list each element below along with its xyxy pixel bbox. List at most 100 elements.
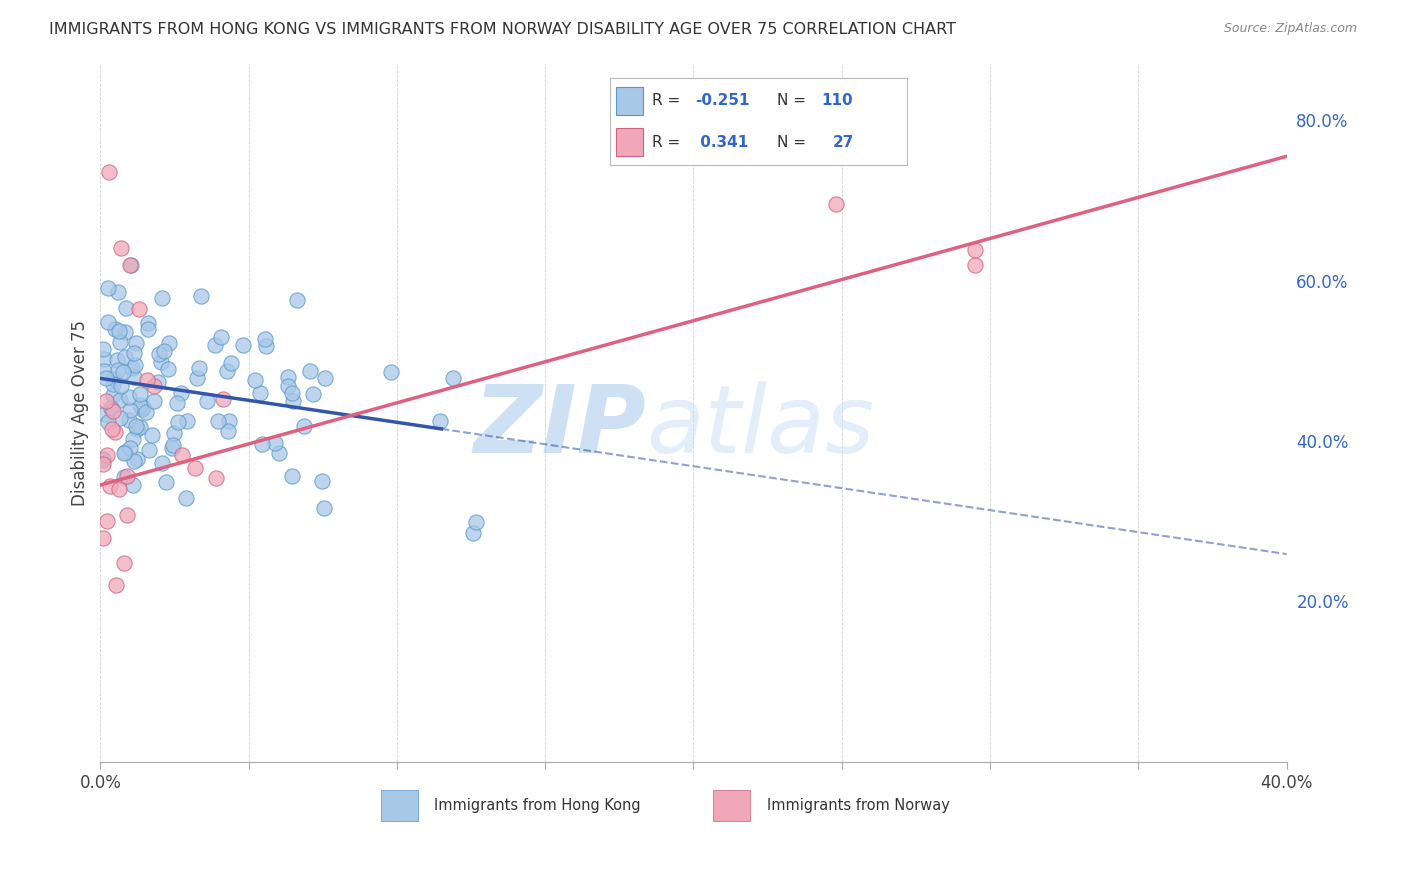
Point — [256, 339, 278, 353]
Point — [136, 373, 159, 387]
Y-axis label: Disability Age Over 75: Disability Age Over 75 — [72, 320, 89, 506]
Point — [245, 373, 267, 387]
Point — [205, 471, 228, 485]
Point — [380, 366, 402, 380]
Point — [127, 422, 149, 436]
Point — [136, 316, 159, 330]
Point — [218, 414, 240, 428]
Point — [128, 420, 150, 434]
Point — [221, 356, 243, 370]
Point — [172, 448, 194, 462]
Point — [122, 346, 145, 360]
Point — [429, 414, 451, 428]
Point — [128, 301, 150, 316]
Point — [104, 322, 127, 336]
Point — [176, 414, 198, 428]
Point — [277, 379, 299, 393]
Point — [121, 433, 143, 447]
Point — [184, 461, 207, 475]
Point — [97, 314, 120, 328]
Point — [91, 451, 114, 466]
Point — [105, 578, 128, 592]
Point — [108, 325, 131, 339]
Point — [103, 372, 125, 386]
Point — [118, 258, 141, 272]
Point — [108, 410, 131, 425]
Point — [107, 285, 129, 299]
Point — [93, 407, 115, 421]
Point — [150, 291, 173, 305]
Point — [176, 491, 198, 505]
Point — [131, 402, 153, 417]
Point — [249, 385, 271, 400]
Point — [98, 165, 121, 179]
Point — [157, 336, 180, 351]
Point — [118, 390, 141, 404]
Point — [112, 470, 135, 484]
Point — [91, 453, 114, 467]
Point — [215, 364, 238, 378]
Point — [100, 401, 122, 415]
Point — [269, 446, 291, 460]
Point — [209, 330, 232, 344]
Text: Source: ZipAtlas.com: Source: ZipAtlas.com — [1223, 22, 1357, 36]
Point — [311, 474, 333, 488]
Point — [107, 363, 129, 377]
Point — [112, 446, 135, 460]
Point — [96, 514, 118, 528]
Point — [121, 360, 143, 375]
Point — [124, 358, 146, 372]
Point — [141, 428, 163, 442]
Point — [312, 501, 335, 516]
Point — [314, 371, 336, 385]
Point — [157, 362, 180, 376]
Point — [461, 526, 484, 541]
Point — [101, 388, 124, 402]
Point — [118, 412, 141, 426]
Point — [281, 385, 304, 400]
Point — [98, 479, 121, 493]
Point — [281, 468, 304, 483]
Point — [217, 424, 239, 438]
Point — [124, 454, 146, 468]
Point — [254, 332, 277, 346]
Point — [115, 301, 138, 315]
Point — [146, 376, 169, 390]
Point — [212, 392, 235, 406]
Point — [110, 379, 132, 393]
Text: IMMIGRANTS FROM HONG KONG VS IMMIGRANTS FROM NORWAY DISABILITY AGE OVER 75 CORRE: IMMIGRANTS FROM HONG KONG VS IMMIGRANTS … — [49, 22, 956, 37]
Point — [465, 515, 488, 529]
Point — [162, 441, 184, 455]
Point — [101, 404, 124, 418]
Point — [170, 386, 193, 401]
Point — [143, 393, 166, 408]
Point — [162, 438, 184, 452]
Point — [122, 369, 145, 384]
Point — [105, 353, 128, 368]
Point — [108, 334, 131, 349]
Point — [122, 478, 145, 492]
Point — [298, 364, 321, 378]
Point — [301, 387, 323, 401]
Point — [136, 322, 159, 336]
Point — [965, 244, 987, 258]
Point — [292, 419, 315, 434]
Point — [148, 347, 170, 361]
Point — [155, 475, 177, 489]
Point — [101, 377, 124, 392]
Point — [93, 364, 115, 378]
Point — [91, 457, 114, 471]
Point — [120, 258, 142, 272]
Point — [112, 556, 135, 570]
Point — [114, 325, 136, 339]
Point — [138, 442, 160, 457]
Point — [167, 415, 190, 429]
Point — [129, 398, 152, 412]
Point — [93, 352, 115, 367]
Point — [187, 361, 209, 376]
Point — [91, 531, 114, 545]
Text: ZIP: ZIP — [474, 381, 645, 473]
Point — [91, 343, 114, 357]
Point — [152, 456, 174, 470]
Point — [94, 371, 117, 385]
